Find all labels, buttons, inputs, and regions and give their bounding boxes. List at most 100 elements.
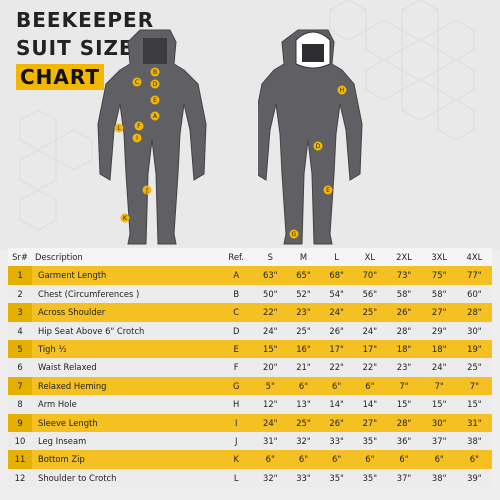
- cell-2xl: 7": [386, 376, 422, 396]
- label-b: B: [153, 69, 157, 76]
- cell-3xl: 18": [421, 340, 457, 359]
- cell-ref: B: [218, 284, 254, 304]
- cell-2xl: 28": [386, 413, 422, 433]
- cell-sr: 8: [8, 395, 32, 414]
- cell-4xl: 38": [456, 432, 492, 451]
- cell-s: 22": [253, 303, 287, 322]
- cell-s: 5": [253, 376, 287, 396]
- cell-ref: F: [218, 358, 254, 377]
- cell-s: 12": [253, 395, 287, 414]
- cell-l: 54": [320, 284, 354, 304]
- cell-2xl: 15": [386, 395, 422, 414]
- cell-description: Across Shoulder: [32, 303, 219, 322]
- cell-description: Tigh ½: [32, 340, 219, 359]
- cell-xl: 56": [353, 284, 387, 304]
- cell-description: Bottom Zip: [32, 450, 219, 469]
- cell-sr: 9: [8, 413, 32, 433]
- page-title: BEEKEEPER SUIT SIZE CHART: [16, 6, 154, 90]
- label-k: K: [123, 215, 128, 222]
- cell-4xl: 28": [456, 303, 492, 322]
- cell-sr: 6: [8, 358, 32, 377]
- cell-sr: 1: [8, 266, 32, 285]
- cell-3xl: 58": [421, 284, 457, 304]
- table-row: 12 Shoulder to Crotch L 32" 33" 35" 35" 37" 38" 3…: [8, 468, 492, 488]
- cell-3xl: 75": [421, 266, 457, 285]
- cell-sr: 5: [8, 340, 32, 359]
- cell-description: Garment Length: [32, 266, 219, 285]
- cell-m: 21": [286, 358, 321, 377]
- cell-4xl: 7": [456, 376, 492, 396]
- cell-sr: 10: [8, 432, 32, 451]
- table-row: 11 Bottom Zip K 6" 6" 6" 6" 6" 6" 6": [8, 450, 492, 469]
- header-2xl: 2XL: [386, 248, 422, 267]
- cell-description: Sleeve Length: [32, 413, 219, 433]
- cell-4xl: 30": [456, 321, 492, 341]
- table-row: 5 Tigh ½ E 15" 16" 17" 17" 18" 18" 19": [8, 340, 492, 359]
- cell-sr: 2: [8, 284, 32, 304]
- cell-3xl: 37": [421, 432, 457, 451]
- cell-4xl: 31": [456, 413, 492, 433]
- title-line-1: BEEKEEPER: [16, 8, 155, 32]
- cell-xl: 35": [353, 468, 387, 488]
- header-l: L: [320, 248, 354, 267]
- cell-m: 6": [286, 450, 321, 469]
- cell-sr: 4: [8, 321, 32, 341]
- hexagon-background: [0, 0, 500, 250]
- cell-ref: I: [218, 413, 254, 433]
- back-label-d: D: [316, 143, 321, 150]
- cell-2xl: 36": [386, 432, 422, 451]
- cell-s: 63": [253, 266, 287, 285]
- cell-description: Chest (Circumferences ): [32, 284, 219, 304]
- cell-ref: A: [218, 266, 254, 285]
- cell-2xl: 28": [386, 321, 422, 341]
- cell-3xl: 29": [421, 321, 457, 341]
- back-label-g: G: [292, 231, 297, 238]
- cell-4xl: 15": [456, 395, 492, 414]
- front-suit-illustration: B C D E F A I L J K: [97, 29, 207, 245]
- cell-3xl: 30": [421, 413, 457, 433]
- header-3xl: 3XL: [421, 248, 457, 267]
- cell-xl: 17": [353, 340, 387, 359]
- cell-l: 6": [320, 450, 354, 469]
- header-sr: Sr#: [8, 248, 32, 267]
- cell-description: Arm Hole: [32, 395, 219, 414]
- honeycomb-pattern: [0, 0, 500, 250]
- table-row: 10 Leg Inseam J 31" 32" 33" 35" 36" 37" 38": [8, 432, 492, 451]
- cell-4xl: 39": [456, 468, 492, 488]
- label-c: C: [135, 79, 139, 86]
- label-i: I: [136, 135, 138, 142]
- cell-2xl: 26": [386, 303, 422, 322]
- cell-s: 31": [253, 432, 287, 451]
- cell-ref: D: [218, 321, 254, 341]
- cell-m: 16": [286, 340, 321, 359]
- cell-m: 33": [286, 468, 321, 488]
- cell-3xl: 7": [421, 376, 457, 396]
- cell-description: Shoulder to Crotch: [32, 468, 219, 488]
- cell-m: 52": [286, 284, 321, 304]
- header-m: M: [286, 248, 321, 267]
- cell-2xl: 73": [386, 266, 422, 285]
- header-s: S: [253, 248, 287, 267]
- cell-l: 26": [320, 321, 354, 341]
- table-row: 9 Sleeve Length I 24" 25" 26" 27" 28" 30" 31": [8, 413, 492, 433]
- cell-l: 22": [320, 358, 354, 377]
- header-ref: Ref.: [218, 248, 254, 267]
- header-4xl: 4XL: [456, 248, 492, 267]
- header-xl: XL: [353, 248, 387, 267]
- cell-l: 68": [320, 266, 354, 285]
- cell-4xl: 77": [456, 266, 492, 285]
- cell-m: 6": [286, 376, 321, 396]
- cell-sr: 3: [8, 303, 32, 322]
- cell-xl: 35": [353, 432, 387, 451]
- label-a: A: [153, 113, 158, 120]
- cell-ref: K: [218, 450, 254, 469]
- cell-3xl: 6": [421, 450, 457, 469]
- cell-l: 26": [320, 413, 354, 433]
- size-chart-table: Sr# Description Ref. S M L XL 2XL 3XL 4X…: [8, 248, 492, 488]
- cell-xl: 27": [353, 413, 387, 433]
- cell-l: 24": [320, 303, 354, 322]
- table-row: 4 Hip Seat Above 6" Crotch D 24" 25" 26" 24" 28…: [8, 321, 492, 341]
- cell-s: 20": [253, 358, 287, 377]
- cell-sr: 12: [8, 468, 32, 488]
- cell-m: 65": [286, 266, 321, 285]
